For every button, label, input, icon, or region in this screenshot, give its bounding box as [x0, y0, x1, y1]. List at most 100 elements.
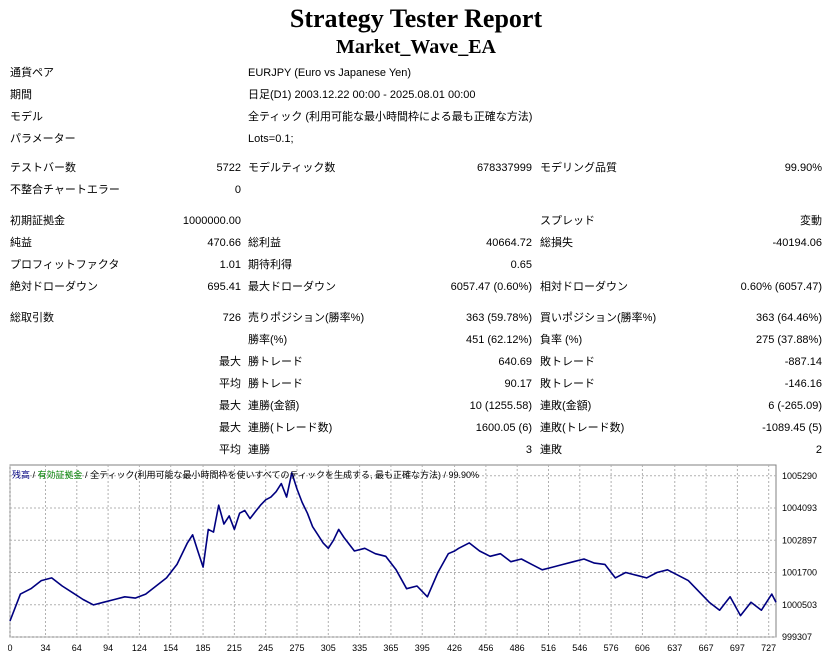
stat-value-profit-factor: 1.01 [219, 259, 241, 271]
stat-value-consecutive-losses: 6 (-265.09) [768, 400, 822, 412]
stat-value-consecutive-profit: 1600.05 (6) [475, 422, 532, 434]
info-value-period: 日足(D1) 2003.12.22 00:00 - 2025.08.01 00:… [248, 89, 476, 101]
stat-value-ticks: 678337999 [476, 162, 532, 174]
report-title: Strategy Tester Report [289, 4, 543, 33]
stat-label-mismatch: 不整合チャートエラー [10, 184, 120, 196]
stat-label-ticks: モデルティック数 [248, 162, 336, 174]
stat-label-expected-payoff: 期待利得 [248, 259, 292, 271]
balance-series-line [9, 472, 777, 622]
stat-value-expected-payoff: 0.65 [510, 259, 532, 271]
x-tick-label: 124 [132, 643, 147, 653]
stat-label-consecutive-losses: 連敗(金額) [540, 400, 592, 412]
y-tick-label: 1002897 [782, 535, 817, 545]
x-tick-label: 516 [541, 643, 556, 653]
legend-balance: 残高 [12, 470, 31, 480]
legend-quality: 99.90% [448, 470, 480, 480]
stat-value-mismatch: 0 [234, 184, 241, 196]
stat-value-bars: 5722 [216, 162, 241, 174]
stat-value-deposit: 1000000.00 [182, 215, 241, 227]
stat-label-profit-trades: 勝率(%) [248, 334, 288, 346]
stat-value-average-profit: 90.17 [504, 378, 532, 390]
x-tick-label: 576 [604, 643, 619, 653]
stat-label-average-consecutive: 平均 [219, 444, 241, 456]
stat-label-gross-loss: 総損失 [540, 237, 573, 249]
balance-chart-svg: 999307 1000503 1001700 1002897 1004093 100529… [8, 464, 817, 653]
stat-label-average-profit: 勝トレード [248, 378, 303, 390]
x-tick-label: 245 [258, 643, 273, 653]
y-tick-label: 1001700 [782, 568, 817, 578]
x-tick-label: 215 [227, 643, 242, 653]
stat-label-maximum: 最大 [219, 400, 241, 412]
x-tick-label: 335 [352, 643, 367, 653]
y-tick-label: 1004093 [782, 503, 817, 513]
x-tick-label: 697 [730, 643, 745, 653]
stat-label-short-positions: 売りポジション(勝率%) [248, 312, 365, 324]
stat-label-average-loss: 敗トレード [540, 378, 595, 390]
info-label-symbol: 通貨ペア [10, 67, 54, 79]
stat-label-gross-profit: 総利益 [248, 237, 281, 249]
x-tick-label: 305 [321, 643, 336, 653]
stat-value-net-profit: 470.66 [207, 237, 241, 249]
stat-label-maximal-drawdown: 最大ドローダウン [248, 281, 336, 293]
stat-value-absolute-drawdown: 695.41 [207, 281, 241, 293]
legend-separator: / [30, 470, 38, 480]
stat-value-average-loss: -146.16 [784, 378, 822, 390]
x-tick-label: 606 [635, 643, 650, 653]
balance-chart: 999307 1000503 1001700 1002897 1004093 100529… [8, 463, 826, 653]
x-tick-label: 94 [103, 643, 113, 653]
stat-value-consecutive-loss: -1089.45 (5) [762, 422, 822, 434]
stat-value-largest-loss: -887.14 [784, 356, 822, 368]
x-tick-label: 426 [447, 643, 462, 653]
stat-value-long-positions: 363 (64.46%) [755, 312, 822, 324]
stat-value-short-positions: 363 (59.78%) [465, 312, 532, 324]
stat-label-deposit: 初期証拠金 [10, 215, 65, 227]
x-tick-label: 365 [383, 643, 398, 653]
info-label-period: 期間 [10, 89, 32, 101]
stat-label-net-profit: 純益 [10, 237, 32, 249]
info-label-model: モデル [10, 111, 43, 123]
stat-value-profit-trades: 451 (62.12%) [465, 334, 532, 346]
stat-value-gross-profit: 40664.72 [486, 237, 532, 249]
stat-label-largest-loss: 敗トレード [540, 356, 595, 368]
plot-frame [9, 464, 777, 638]
stat-label-consecutive-wins: 連勝(金額) [248, 400, 300, 412]
x-tick-label: 154 [163, 643, 178, 653]
x-tick-label: 34 [40, 643, 50, 653]
stat-value-loss-trades: 275 (37.88%) [755, 334, 822, 346]
x-tick-label: 64 [72, 643, 82, 653]
stat-label-average: 平均 [219, 378, 241, 390]
stat-value-average-consecutive-wins: 3 [525, 444, 532, 456]
x-tick-label: 546 [572, 643, 587, 653]
stat-label-maximal: 最大 [219, 422, 241, 434]
stat-value-consecutive-wins: 10 (1255.58) [469, 400, 532, 412]
stat-label-loss-trades: 負率 (%) [540, 334, 583, 346]
stat-value-spread: 変動 [800, 215, 822, 227]
stat-label-long-positions: 買いポジション(勝率%) [540, 312, 657, 324]
stat-label-relative-drawdown: 相対ドローダウン [540, 281, 628, 293]
stat-label-bars: テストバー数 [10, 162, 76, 174]
stat-value-total-trades: 726 [222, 312, 241, 324]
stat-label-consecutive-loss: 連敗(トレード数) [540, 422, 625, 434]
stat-label-spread: スプレッド [540, 215, 595, 227]
stat-label-consecutive-profit: 連勝(トレード数) [248, 422, 333, 434]
stat-value-gross-loss: -40194.06 [772, 237, 822, 249]
legend-separator: / [441, 470, 449, 480]
x-tick-label: 0 [8, 643, 13, 653]
report-subtitle: Market_Wave_EA [336, 36, 496, 58]
stat-label-total-trades: 総取引数 [10, 312, 54, 324]
stat-label-quality: モデリング品質 [540, 162, 617, 174]
y-tick-label: 1000503 [782, 600, 817, 610]
info-label-parameters: パラメーター [10, 133, 76, 145]
stat-label-average-consecutive-wins: 連勝 [248, 444, 270, 456]
info-value-parameters: Lots=0.1; [248, 133, 294, 145]
chart-legend: 残高 / 有効証拠金 / 全ティック(利用可能な最小時間枠を使いすべてのティック… [12, 468, 479, 481]
x-tick-label: 727 [761, 643, 776, 653]
stat-value-relative-drawdown: 0.60% (6057.47) [740, 281, 822, 293]
x-tick-label: 185 [196, 643, 211, 653]
x-tick-label: 456 [478, 643, 493, 653]
x-tick-label: 275 [289, 643, 304, 653]
stat-label-average-consecutive-losses: 連敗 [540, 444, 562, 456]
legend-model: 全ティック(利用可能な最小時間枠を使いすべてのティックを生成する, 最も正確な方… [90, 470, 441, 480]
stat-value-maximal-drawdown: 6057.47 (0.60%) [450, 281, 532, 293]
stat-label-largest-profit: 勝トレード [248, 356, 303, 368]
